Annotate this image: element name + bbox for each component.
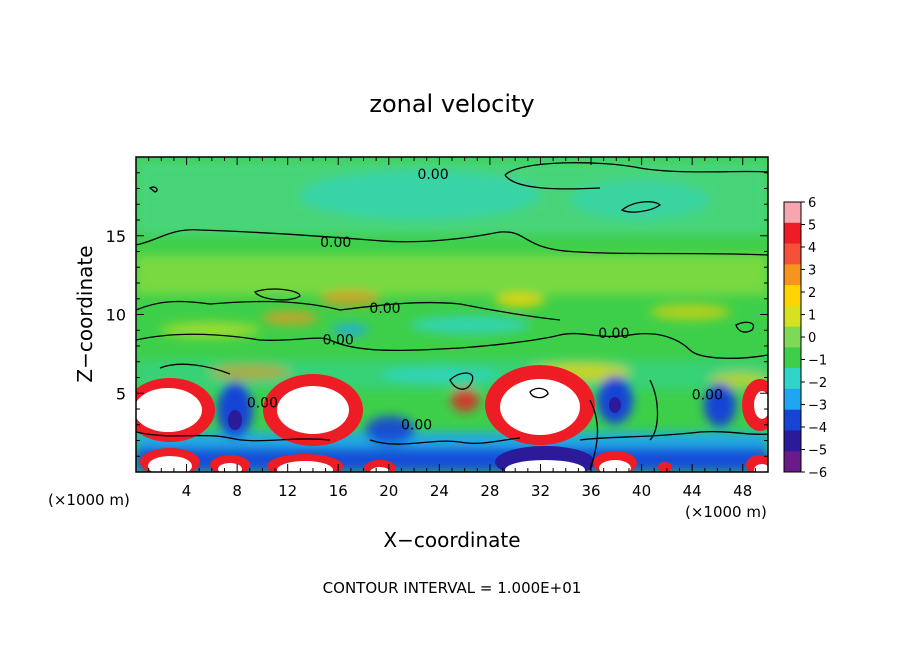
colorbar-label: −1 bbox=[808, 354, 827, 369]
colorbar-label: −4 bbox=[808, 421, 827, 436]
colorbar-swatch bbox=[784, 451, 801, 473]
y-ticks: 5 10 15 bbox=[106, 172, 768, 457]
colorbar-swatch bbox=[784, 409, 801, 431]
plot-area: 0.00 0.00 0.00 0.00 0.00 0.00 0.00 0.00 bbox=[136, 157, 768, 472]
colorbar-swatch bbox=[784, 326, 801, 348]
colorbar-swatch bbox=[784, 243, 801, 265]
vortex-cores bbox=[136, 365, 768, 472]
colorbar-label: −2 bbox=[808, 376, 827, 391]
y-axis-label: Z−coordinate bbox=[73, 245, 97, 382]
contour-label: 0.00 bbox=[417, 167, 448, 183]
colorbar-label: −3 bbox=[808, 399, 827, 414]
x-tick-label: 4 bbox=[182, 482, 192, 500]
colorbar-label: 0 bbox=[808, 331, 816, 346]
contour-label: 0.00 bbox=[692, 388, 723, 404]
colorbar-label: 5 bbox=[808, 219, 816, 234]
colorbar-label: 1 bbox=[808, 309, 816, 324]
contour-label: 0.00 bbox=[598, 326, 629, 342]
colorbar-swatch bbox=[784, 202, 801, 224]
colorbar-swatch bbox=[784, 430, 801, 452]
x-unit-label-left: (×1000 m) bbox=[48, 491, 130, 509]
y-tick-label: 5 bbox=[116, 384, 126, 403]
contour-labels: 0.00 0.00 0.00 0.00 0.00 0.00 0.00 0.00 bbox=[247, 167, 723, 433]
contour-label: 0.00 bbox=[369, 301, 400, 317]
x-tick-label: 48 bbox=[733, 482, 752, 500]
x-tick-label: 16 bbox=[329, 482, 348, 500]
x-tick-label: 44 bbox=[683, 482, 702, 500]
colorbar-label: 6 bbox=[808, 196, 816, 211]
x-ticks: 4 8 12 16 20 24 28 32 36 40 44 48 bbox=[148, 157, 756, 500]
y-tick-label: 15 bbox=[106, 227, 126, 246]
x-tick-label: 28 bbox=[480, 482, 499, 500]
colorbar-swatch bbox=[784, 305, 801, 328]
contour-label: 0.00 bbox=[247, 395, 278, 411]
x-unit-label-right: (×1000 m) bbox=[685, 503, 767, 521]
colorbar-swatch bbox=[784, 388, 801, 411]
colorbar-label: 2 bbox=[808, 286, 816, 301]
contour-label: 0.00 bbox=[320, 235, 351, 251]
y-tick-label: 10 bbox=[106, 306, 126, 325]
colorbar-label: 4 bbox=[808, 241, 816, 256]
colorbar-swatch bbox=[784, 222, 801, 245]
zero-contours bbox=[136, 162, 768, 471]
colorbar-swatch bbox=[784, 368, 801, 390]
colorbar-label: −5 bbox=[808, 444, 827, 459]
x-tick-label: 40 bbox=[632, 482, 651, 500]
colorbar-label: 3 bbox=[808, 264, 816, 279]
colorbar-swatch bbox=[784, 285, 801, 307]
x-tick-label: 8 bbox=[232, 482, 242, 500]
x-tick-label: 32 bbox=[531, 482, 550, 500]
x-tick-label: 36 bbox=[581, 482, 600, 500]
contour-interval-footer: CONTOUR INTERVAL = 1.000E+01 bbox=[323, 579, 582, 597]
x-axis-label: X−coordinate bbox=[383, 528, 520, 552]
contour-label: 0.00 bbox=[401, 417, 432, 433]
colorbar: 6 5 4 3 2 1 0 −1 −2 −3 −4 −5 −6 bbox=[783, 196, 827, 481]
colorbar-swatch bbox=[784, 347, 801, 369]
x-tick-label: 24 bbox=[430, 482, 449, 500]
field-blobs bbox=[136, 160, 768, 472]
contour-label: 0.00 bbox=[323, 332, 354, 348]
colorbar-label: −6 bbox=[808, 466, 827, 481]
chart-title: zonal velocity bbox=[369, 90, 534, 118]
x-tick-label: 20 bbox=[379, 482, 398, 500]
x-tick-label: 12 bbox=[278, 482, 297, 500]
colorbar-swatch bbox=[784, 264, 801, 286]
